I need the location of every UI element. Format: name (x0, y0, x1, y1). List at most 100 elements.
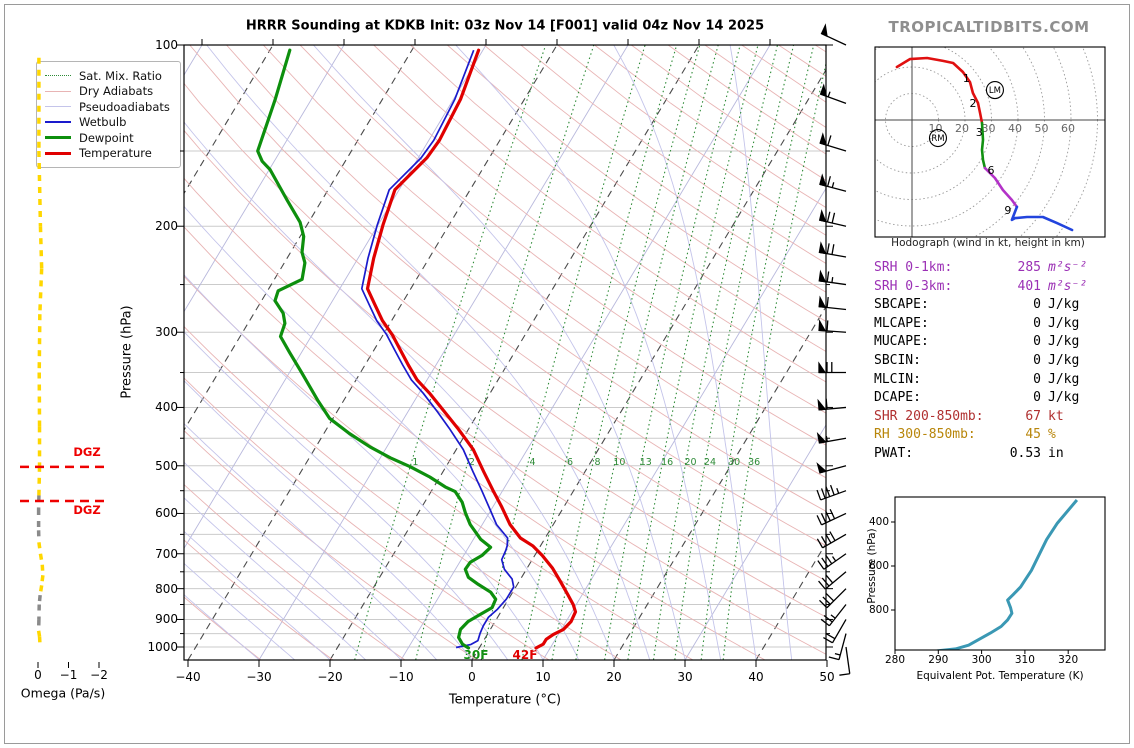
legend: Sat. Mix. Ratio Dry Adiabats Pseudoadiabat… (36, 61, 181, 168)
wetbulb-trace (360, 49, 515, 649)
legend-item-label: Dewpoint (79, 130, 134, 145)
wind-barb (818, 209, 847, 227)
legend-swatch (45, 90, 71, 92)
legend-swatch (45, 106, 71, 108)
wind-barb (816, 484, 847, 501)
figure-border (4, 4, 1130, 744)
wind-barb (819, 588, 847, 609)
stat-unit: kt (1048, 408, 1064, 424)
hodo-height-label: 2 (969, 97, 976, 110)
stat-unit: J/kg (1048, 371, 1080, 387)
stat-value: 0.53 (1009, 445, 1041, 461)
stat-label: SRH 0-3km: (874, 278, 953, 294)
skewt-plot: 1 2 4 6 8 10 13 16 20 24 30 36 (177, 39, 833, 667)
wind-barb (819, 173, 847, 192)
dgz-upper-label: DGZ (73, 445, 101, 459)
stat-row-rh-300-850mb-: RH 300-850mb: 45% (874, 426, 1108, 445)
thetae-plot (891, 496, 1106, 654)
stat-label: MLCIN: (874, 371, 921, 387)
legend-swatch (45, 75, 71, 77)
mixing-ratio-label: 6 (567, 457, 573, 468)
stat-label: MLCAPE: (874, 315, 929, 331)
hodo-ring-label: 60 (1061, 122, 1075, 135)
legend-item-label: Temperature (79, 146, 152, 161)
mixing-ratio-label: 8 (594, 457, 600, 468)
wind-barb (828, 633, 847, 661)
stat-value: 0 (1033, 297, 1041, 313)
stat-value: 45 (1025, 427, 1041, 443)
wind-barb (818, 319, 847, 333)
stat-unit: % (1048, 427, 1056, 443)
wind-barb (817, 398, 847, 411)
wind-barb (818, 269, 847, 286)
wind-barb (820, 604, 847, 627)
legend-swatch (45, 136, 71, 140)
omega-axis-title: Omega (Pa/s) (20, 685, 106, 701)
wind-barb (819, 83, 847, 104)
wind-barb (818, 361, 846, 374)
stat-unit: m²s⁻² (1048, 260, 1088, 275)
mixing-ratio-label: 24 (704, 457, 716, 468)
hodo-height-label: 6 (987, 164, 994, 177)
storm-motion-label: RM (931, 134, 944, 144)
wind-barb (818, 295, 847, 311)
hodograph-trace-9km+ (1010, 205, 1074, 232)
stat-value: 0 (1033, 334, 1041, 350)
dgz-lower-label: DGZ (73, 503, 101, 517)
stat-value: 0 (1033, 352, 1041, 368)
hodo-height-label: 1 (963, 72, 970, 85)
skewt-x-axis-title: Temperature (°C) (448, 692, 562, 708)
legend-item-sat-mix-ratio: Sat. Mix. Ratio (45, 68, 170, 84)
wind-barb (816, 462, 847, 474)
legend-swatch (45, 121, 71, 124)
stat-row-sbcape-: SBCAPE: 0 J/kg (874, 296, 1108, 315)
stats-panel: SRH 0-1km: 285 m²s⁻² SRH 0-3km: 401 m²s⁻² SBCA… (874, 259, 1108, 464)
wind-barb (816, 508, 847, 526)
storm-motion-label: LM (989, 86, 1001, 96)
legend-swatch (45, 151, 71, 155)
hodo-ring-label: 30 (982, 122, 996, 135)
thetae-trace (933, 499, 1079, 650)
stat-label: MUCAPE: (874, 334, 929, 350)
stat-value: 0 (1033, 371, 1041, 387)
legend-item-pseudoadiabats: Pseudoadiabats (45, 99, 170, 115)
stat-value: 401 (1017, 278, 1041, 294)
wind-barb (818, 571, 847, 590)
wind-barb (817, 553, 847, 570)
surface-temperature-label: 42F (512, 648, 538, 662)
stat-row-pwat-: PWAT: 0.53 in (874, 445, 1108, 464)
stat-value: 0 (1033, 390, 1041, 406)
legend-item-label: Wetbulb (79, 115, 127, 130)
legend-item-label: Pseudoadiabats (79, 99, 170, 114)
storm-motion-marker (985, 81, 1004, 100)
mixing-ratio-label: 30 (728, 457, 740, 468)
wind-barb (823, 619, 847, 644)
stat-unit: J/kg (1048, 315, 1080, 331)
mixing-ratio-label: 1 (412, 457, 418, 468)
hodo-ring-label: 50 (1035, 122, 1049, 135)
hodograph-trace-6-9km (983, 166, 1019, 209)
mixing-ratio-label: 20 (684, 457, 696, 468)
surface-dewpoint-label: 30F (463, 648, 489, 662)
stat-row-srh-0-3km-: SRH 0-3km: 401 m²s⁻² (874, 278, 1108, 297)
stat-row-mlcin-: MLCIN: 0 J/kg (874, 371, 1108, 390)
hodo-height-label: 3 (976, 126, 983, 139)
stat-value: 285 (1017, 260, 1041, 275)
wind-barb (816, 531, 847, 549)
omega-panel (20, 57, 104, 668)
mixing-ratio-label: 4 (529, 457, 535, 468)
watermark-logo: TROPICALTIDBITS.COM (888, 18, 1090, 36)
stat-row-shr-200-850mb-: SHR 200-850mb: 67 kt (874, 408, 1108, 427)
stat-row-dcape-: DCAPE: 0 J/kg (874, 389, 1108, 408)
wind-barb-column (816, 23, 851, 676)
temperature-trace (365, 48, 578, 650)
wind-barb (818, 241, 847, 258)
hodograph-trace-0-3km (895, 56, 984, 125)
stat-unit: J/kg (1048, 390, 1080, 406)
stat-row-sbcin-: SBCIN: 0 J/kg (874, 352, 1108, 371)
mixing-ratio-label: 10 (613, 457, 625, 468)
wind-barb (820, 23, 847, 46)
wind-barb (839, 646, 851, 676)
